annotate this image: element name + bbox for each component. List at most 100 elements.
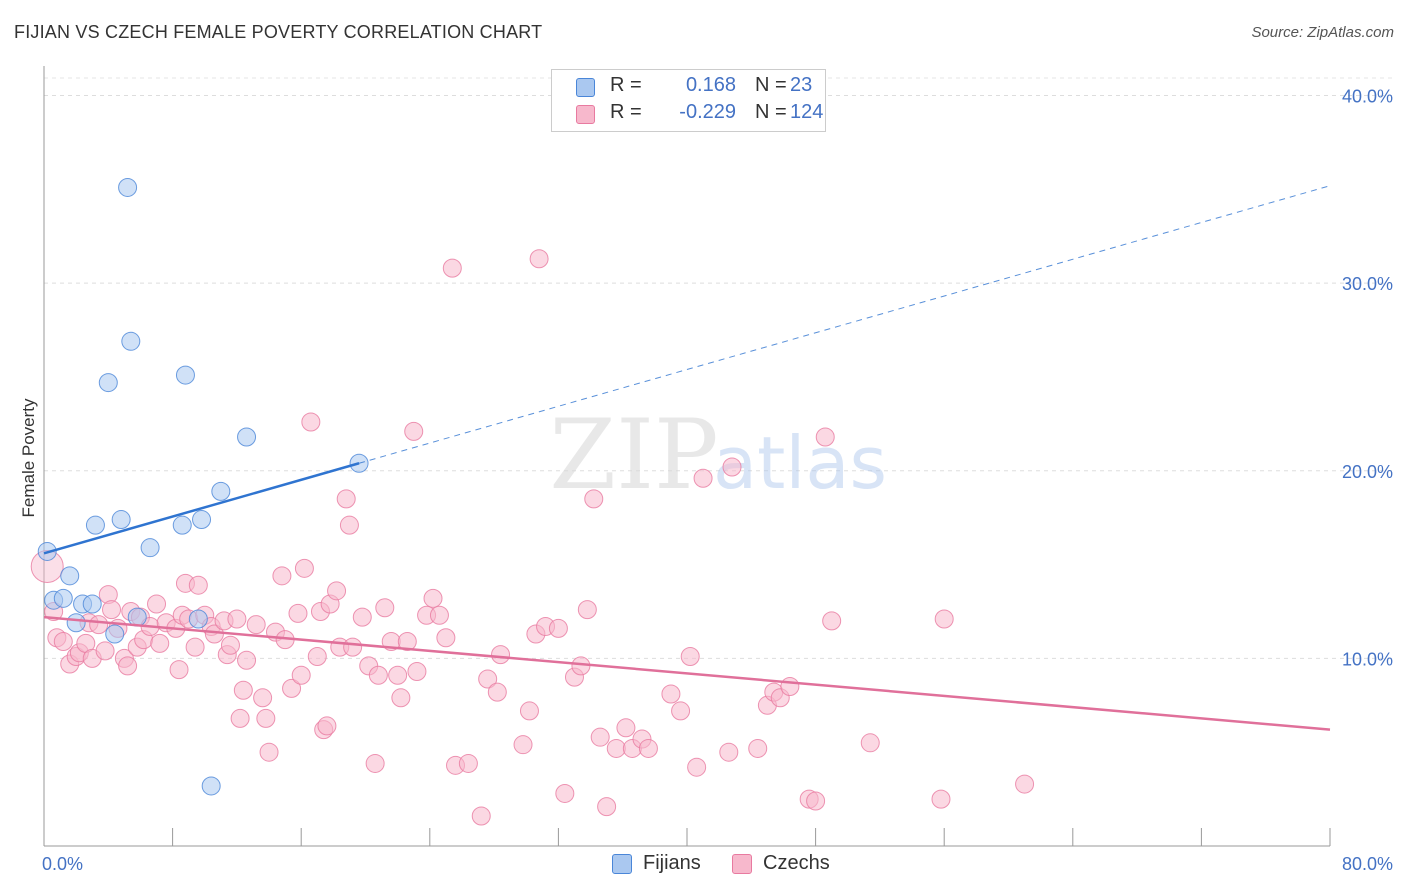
czechs-point (259, 742, 279, 762)
czechs-point (220, 635, 240, 655)
legend-label-czechs: Czechs (763, 852, 830, 874)
fijians-point (175, 365, 195, 385)
czechs-point (339, 515, 359, 535)
n-label: N = (755, 101, 787, 123)
czechs-point (307, 647, 327, 667)
fijians-point (105, 624, 125, 644)
czechs-point (442, 258, 462, 278)
czechs-point (327, 581, 347, 601)
czechs-point (436, 628, 456, 648)
czechs-point (365, 753, 385, 773)
r-label: R = (610, 101, 642, 123)
legend-swatch-czechs (576, 105, 595, 124)
czechs-point (491, 645, 511, 665)
czechs-point (429, 605, 449, 625)
czechs-point (815, 427, 835, 447)
czechs-point (519, 701, 539, 721)
r-label: R = (610, 74, 642, 96)
czechs-point (391, 688, 411, 708)
fijians-point (66, 613, 86, 633)
fijians-point (140, 538, 160, 558)
czechs-point (748, 738, 768, 758)
x-tick-label: 80.0% (1342, 854, 1393, 874)
czechs-point (513, 735, 533, 755)
trend-lines (43, 185, 1331, 731)
czechs-point (806, 791, 826, 811)
czechs-point (638, 738, 658, 758)
czechs-point (317, 716, 337, 736)
czechs-point (272, 566, 292, 586)
fijians-point (53, 588, 73, 608)
czechs-point (584, 489, 604, 509)
czechs-point (388, 665, 408, 685)
correlation-legend: R = 0.168 N = 23 R = -0.229 N = 124 (551, 69, 826, 132)
czechs-point (301, 412, 321, 432)
czechs-point (150, 633, 170, 653)
czechs-point (680, 647, 700, 667)
czechs-point (89, 615, 109, 635)
czechs-point (478, 669, 498, 689)
r-value: -0.229 (679, 101, 736, 123)
czechs-point (336, 489, 356, 509)
legend-label-fijians: Fijians (643, 852, 701, 874)
czechs-point (687, 757, 707, 777)
czechs-point (352, 607, 372, 627)
fijians-point (118, 177, 138, 197)
czechs-point (487, 682, 507, 702)
watermark-zip: ZIP (549, 399, 718, 511)
y-tick-label: 30.0% (1342, 274, 1393, 294)
fijians-point (201, 776, 221, 796)
fijians-point (111, 510, 131, 530)
czechs-point (661, 684, 681, 704)
czechs-point (1015, 774, 1035, 794)
czechs-point (722, 457, 742, 477)
czechs-trend-line (43, 615, 1331, 731)
czechs-point (375, 598, 395, 618)
r-value: 0.168 (685, 74, 736, 96)
czechs-point (548, 618, 568, 638)
czechs-point (397, 631, 417, 651)
y-tick-label: 40.0% (1342, 87, 1393, 107)
czechs-point (233, 680, 253, 700)
czechs-point (471, 806, 491, 826)
czechs-points (30, 249, 1035, 826)
fijians-points (37, 177, 369, 796)
czechs-point (719, 742, 739, 762)
fijians-point (85, 515, 105, 535)
fijians-point (98, 373, 118, 393)
czechs-point (616, 718, 636, 738)
x-tick-label: 0.0% (42, 854, 83, 874)
legend-swatch-fijians (576, 78, 595, 97)
czechs-point (102, 600, 122, 620)
y-tick-label: 20.0% (1342, 462, 1393, 482)
czechs-point (230, 708, 250, 728)
n-value: 124 (790, 101, 824, 123)
fijians-point (237, 427, 257, 447)
czechs-point (237, 650, 257, 670)
fijians-point (211, 481, 231, 501)
fijians-trend-extension (358, 185, 1331, 464)
czechs-point (343, 637, 363, 657)
czechs-point (860, 733, 880, 753)
czechs-point (294, 558, 314, 578)
czechs-point (577, 600, 597, 620)
czechs-point (822, 611, 842, 631)
legend-swatch-fijians (612, 854, 632, 874)
czechs-point (606, 738, 626, 758)
watermark-atlas: atlas (713, 421, 887, 505)
czechs-point (407, 662, 427, 682)
czechs-point (404, 421, 424, 441)
czechs-point (423, 588, 443, 608)
n-label: N = (755, 74, 787, 96)
source-credit: Source: ZipAtlas.com (1251, 24, 1394, 41)
czechs-point (95, 641, 115, 661)
czechs-point (147, 594, 167, 614)
fijians-point (192, 510, 212, 530)
czechs-point (53, 631, 73, 651)
chart-title: FIJIAN VS CZECH FEMALE POVERTY CORRELATI… (14, 22, 543, 42)
czechs-point (288, 603, 308, 623)
grid-lines (44, 77, 1392, 659)
czechs-point (246, 615, 266, 635)
czechs-point (253, 688, 273, 708)
n-value: 23 (790, 74, 813, 96)
